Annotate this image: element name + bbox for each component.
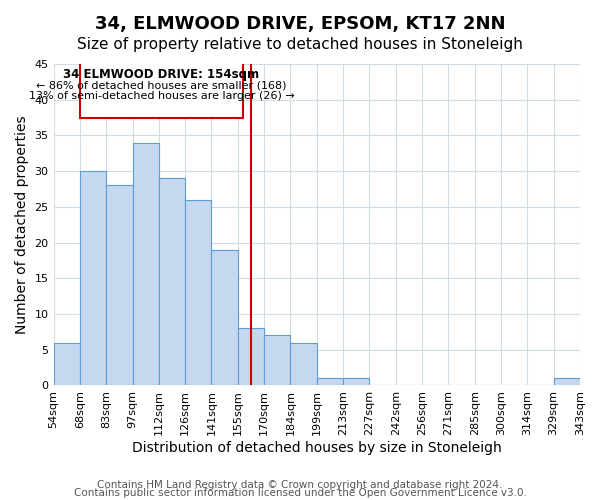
Bar [290,342,317,386]
Bar [185,200,211,386]
Bar [159,178,185,386]
X-axis label: Distribution of detached houses by size in Stoneleigh: Distribution of detached houses by size … [132,441,502,455]
Bar [106,186,133,386]
Bar [80,171,106,386]
Bar [238,328,264,386]
Text: Contains HM Land Registry data © Crown copyright and database right 2024.: Contains HM Land Registry data © Crown c… [97,480,503,490]
Bar [343,378,370,386]
Text: 34, ELMWOOD DRIVE, EPSOM, KT17 2NN: 34, ELMWOOD DRIVE, EPSOM, KT17 2NN [95,15,505,33]
Bar [264,336,290,386]
Y-axis label: Number of detached properties: Number of detached properties [15,116,29,334]
Text: 34 ELMWOOD DRIVE: 154sqm: 34 ELMWOOD DRIVE: 154sqm [64,68,260,80]
Bar [211,250,238,386]
Bar [554,378,580,386]
Text: Contains public sector information licensed under the Open Government Licence v3: Contains public sector information licen… [74,488,526,498]
Bar [53,342,80,386]
Text: Size of property relative to detached houses in Stoneleigh: Size of property relative to detached ho… [77,38,523,52]
FancyBboxPatch shape [80,60,243,118]
Text: ← 86% of detached houses are smaller (168): ← 86% of detached houses are smaller (16… [36,80,287,90]
Bar [317,378,343,386]
Text: 13% of semi-detached houses are larger (26) →: 13% of semi-detached houses are larger (… [29,91,295,101]
Bar [133,142,159,386]
